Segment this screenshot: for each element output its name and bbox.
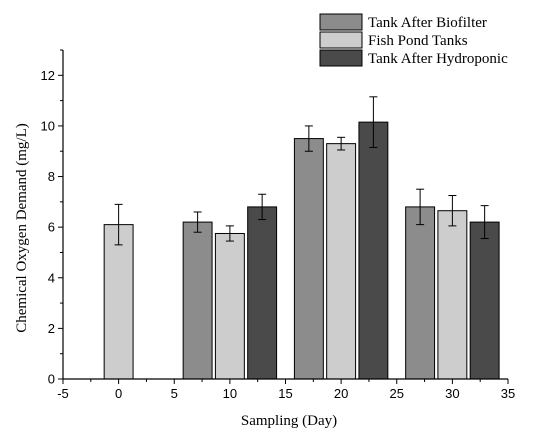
bar-0-1 bbox=[182, 221, 213, 380]
x-tick-label-0: -5 bbox=[57, 386, 69, 401]
x-tick-label-1: 0 bbox=[115, 386, 122, 401]
y-tick-label-5: 10 bbox=[41, 118, 55, 133]
y-tick-label-4: 8 bbox=[48, 169, 55, 184]
x-tick-label-8: 35 bbox=[501, 386, 515, 401]
x-tick-label-6: 25 bbox=[390, 386, 404, 401]
bar-2-2 bbox=[358, 121, 389, 380]
x-tick-label-5: 20 bbox=[334, 386, 348, 401]
bar-0-2 bbox=[293, 138, 324, 380]
legend-swatch-2 bbox=[319, 49, 363, 67]
y-tick-label-6: 12 bbox=[41, 68, 55, 83]
error-bars-group bbox=[114, 96, 489, 246]
bars-group bbox=[103, 121, 500, 380]
legend-swatch-1 bbox=[319, 31, 363, 49]
legend: Tank After Biofilter Fish Pond Tanks Tank … bbox=[319, 13, 508, 67]
legend-label-1: Fish Pond Tanks bbox=[368, 33, 468, 49]
bar-0-3 bbox=[405, 206, 436, 380]
y-tick-label-2: 4 bbox=[48, 270, 55, 285]
bar-1-3 bbox=[437, 210, 468, 380]
x-axis-label: Sampling (Day) bbox=[241, 413, 337, 429]
legend-swatch-0 bbox=[319, 13, 363, 31]
y-tick-label-3: 6 bbox=[48, 220, 55, 235]
y-tick-label-0: 0 bbox=[48, 372, 55, 387]
y-tick-label-1: 2 bbox=[48, 321, 55, 336]
x-tick-label-7: 30 bbox=[445, 386, 459, 401]
x-tick-label-4: 15 bbox=[278, 386, 292, 401]
bar-1-1 bbox=[214, 232, 245, 380]
bar-1-0 bbox=[103, 224, 134, 380]
y-axis-label: Chemical Oxygen Demand (mg/L) bbox=[14, 123, 30, 333]
legend-label-2: Tank After Hydroponic bbox=[368, 51, 508, 67]
bar-2-1 bbox=[247, 206, 278, 380]
x-tick-label-2: 5 bbox=[171, 386, 178, 401]
x-tick-label-3: 10 bbox=[223, 386, 237, 401]
bar-2-3 bbox=[469, 221, 500, 380]
bar-1-2 bbox=[326, 143, 357, 380]
legend-label-0: Tank After Biofilter bbox=[368, 15, 487, 31]
